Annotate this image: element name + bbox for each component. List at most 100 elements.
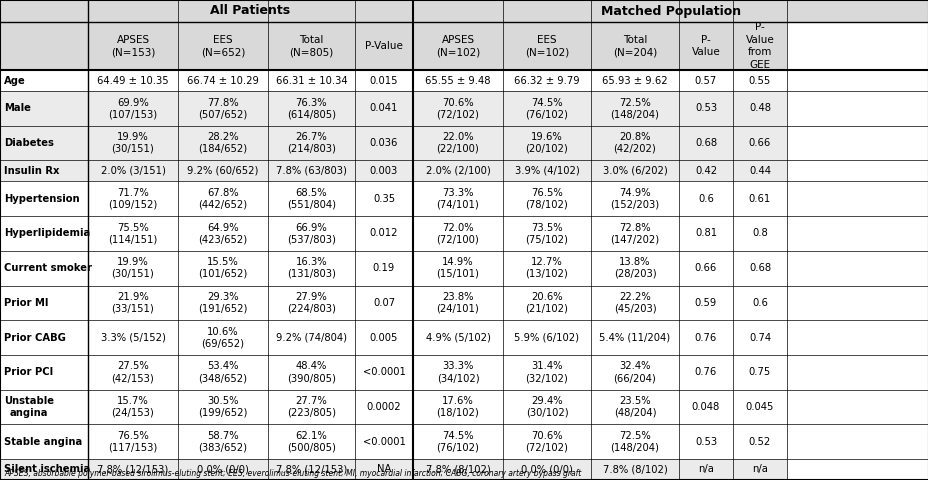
Text: <0.0001: <0.0001: [362, 367, 405, 377]
Text: 7.8% (12/153): 7.8% (12/153): [97, 465, 169, 475]
Bar: [178, 320, 267, 355]
Text: 74.5%
(76/102): 74.5% (76/102): [436, 431, 479, 453]
Bar: [502, 126, 590, 160]
Bar: [732, 424, 786, 459]
Bar: [732, 251, 786, 286]
Bar: [413, 160, 502, 181]
Text: Total
(N=805): Total (N=805): [289, 35, 333, 57]
Text: 31.4%
(32/102): 31.4% (32/102): [525, 361, 568, 383]
Bar: [0, 286, 88, 320]
Text: Prior MI: Prior MI: [4, 298, 48, 308]
Text: 3.0% (6/202): 3.0% (6/202): [602, 166, 666, 176]
Text: 0.57: 0.57: [694, 75, 716, 85]
Text: 0.07: 0.07: [372, 298, 394, 308]
Text: 27.5%
(42/153): 27.5% (42/153): [111, 361, 154, 383]
Text: 15.5%
(101/652): 15.5% (101/652): [199, 257, 248, 279]
Bar: [178, 390, 267, 424]
Bar: [502, 424, 590, 459]
Bar: [354, 286, 413, 320]
Text: Hyperlipidemia: Hyperlipidemia: [4, 228, 90, 239]
Text: 7.8% (8/102): 7.8% (8/102): [602, 465, 666, 475]
Text: APSES, absorbable polymer-based sirolimus-eluting stent; EES, everolimus-eluting: APSES, absorbable polymer-based sirolimu…: [4, 469, 581, 478]
Bar: [732, 286, 786, 320]
Text: 58.7%
(383/652): 58.7% (383/652): [199, 431, 247, 453]
Text: 0.81: 0.81: [694, 228, 716, 239]
Bar: [732, 91, 786, 126]
Bar: [267, 424, 354, 459]
Text: 23.5%
(48/204): 23.5% (48/204): [613, 396, 655, 418]
Bar: [590, 91, 678, 126]
Bar: [88, 355, 178, 390]
Text: 27.7%
(223/805): 27.7% (223/805): [287, 396, 336, 418]
Bar: [267, 216, 354, 251]
Bar: [413, 251, 502, 286]
Bar: [88, 459, 178, 480]
Text: 0.005: 0.005: [369, 333, 398, 343]
Text: 48.4%
(390/805): 48.4% (390/805): [287, 361, 336, 383]
Bar: [590, 390, 678, 424]
Bar: [732, 181, 786, 216]
Text: 14.9%
(15/101): 14.9% (15/101): [436, 257, 479, 279]
Bar: [413, 126, 502, 160]
Text: 66.9%
(537/803): 66.9% (537/803): [287, 223, 336, 244]
Bar: [0, 160, 88, 181]
Text: 7.8% (8/102): 7.8% (8/102): [425, 465, 490, 475]
Text: 0.68: 0.68: [694, 138, 716, 148]
Bar: [678, 320, 732, 355]
Bar: [88, 160, 178, 181]
Text: 0.0002: 0.0002: [367, 402, 401, 412]
Bar: [0, 251, 88, 286]
Bar: [590, 160, 678, 181]
Bar: [413, 424, 502, 459]
Bar: [502, 355, 590, 390]
Bar: [590, 70, 678, 91]
Bar: [590, 424, 678, 459]
Bar: [590, 22, 678, 70]
Text: 13.8%
(28/203): 13.8% (28/203): [613, 257, 655, 279]
Text: 22.2%
(45/203): 22.2% (45/203): [613, 292, 655, 313]
Text: All Patients: All Patients: [211, 4, 290, 17]
Text: 32.4%
(66/204): 32.4% (66/204): [613, 361, 656, 383]
Bar: [267, 286, 354, 320]
Bar: [88, 320, 178, 355]
Text: Stable angina: Stable angina: [4, 437, 83, 446]
Text: 0.048: 0.048: [691, 402, 719, 412]
Bar: [590, 320, 678, 355]
Bar: [0, 390, 88, 424]
Bar: [267, 320, 354, 355]
Bar: [178, 70, 267, 91]
Text: 0.0% (0/0): 0.0% (0/0): [197, 465, 249, 475]
Text: 67.8%
(442/652): 67.8% (442/652): [199, 188, 247, 210]
Bar: [732, 216, 786, 251]
Text: 76.5%
(78/102): 76.5% (78/102): [525, 188, 568, 210]
Bar: [0, 459, 88, 480]
Text: 62.1%
(500/805): 62.1% (500/805): [287, 431, 336, 453]
Text: 0.0% (0/0): 0.0% (0/0): [521, 465, 573, 475]
Bar: [178, 355, 267, 390]
Text: 9.2% (60/652): 9.2% (60/652): [187, 166, 258, 176]
Text: 0.76: 0.76: [694, 333, 716, 343]
Text: 0.6: 0.6: [697, 194, 714, 204]
Bar: [413, 216, 502, 251]
Bar: [88, 91, 178, 126]
Text: 33.3%
(34/102): 33.3% (34/102): [436, 361, 479, 383]
Text: Prior PCI: Prior PCI: [4, 367, 53, 377]
Text: 76.5%
(117/153): 76.5% (117/153): [109, 431, 158, 453]
Bar: [732, 459, 786, 480]
Bar: [354, 22, 413, 70]
Bar: [267, 355, 354, 390]
Text: 29.4%
(30/102): 29.4% (30/102): [525, 396, 568, 418]
Bar: [354, 70, 413, 91]
Bar: [732, 160, 786, 181]
Bar: [502, 459, 590, 480]
Text: 2.0% (2/100): 2.0% (2/100): [425, 166, 490, 176]
Text: 65.93 ± 9.62: 65.93 ± 9.62: [601, 75, 667, 85]
Text: 73.3%
(74/101): 73.3% (74/101): [436, 188, 479, 210]
Bar: [678, 126, 732, 160]
Text: 71.7%
(109/152): 71.7% (109/152): [109, 188, 158, 210]
Text: 4.9% (5/102): 4.9% (5/102): [425, 333, 490, 343]
Bar: [354, 91, 413, 126]
Text: 72.0%
(72/100): 72.0% (72/100): [436, 223, 479, 244]
Bar: [88, 126, 178, 160]
Text: 0.53: 0.53: [694, 437, 716, 446]
